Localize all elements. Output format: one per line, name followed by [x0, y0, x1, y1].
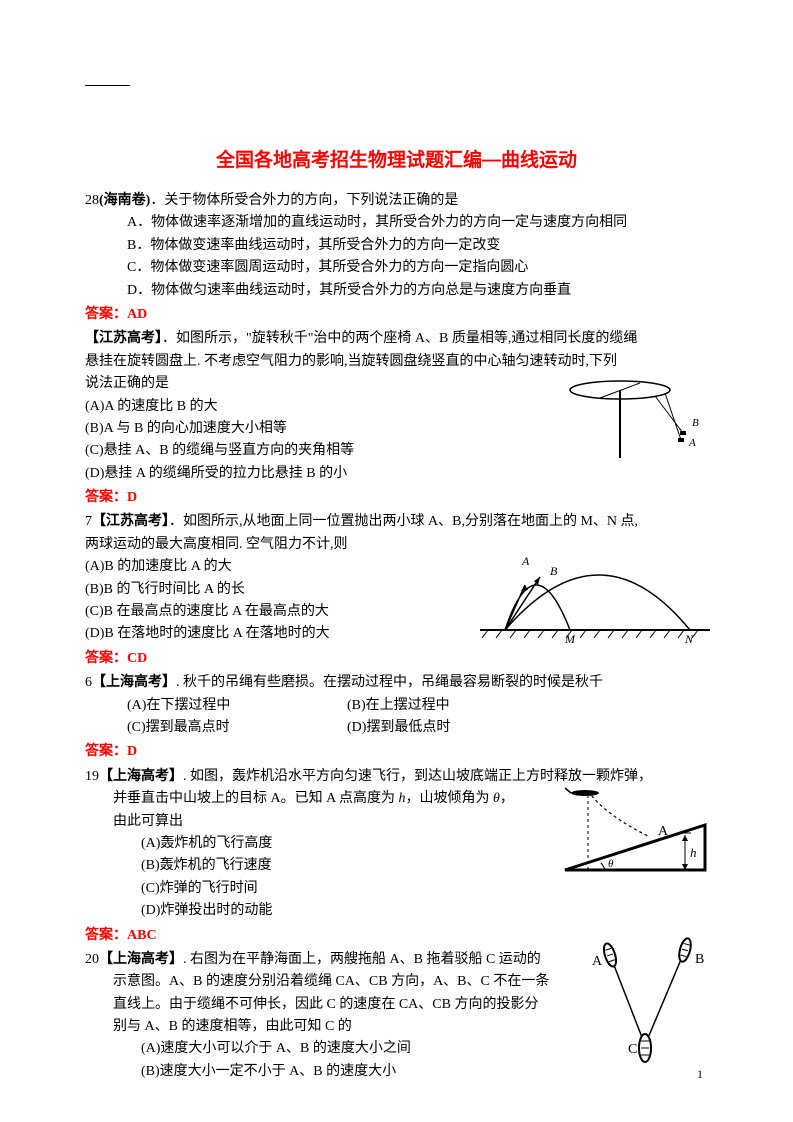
- q20-src: 【上海高考】: [99, 952, 183, 967]
- proj-label-B: B: [550, 564, 558, 578]
- fig-bomber: A h θ: [555, 785, 710, 885]
- fig-towboat: A B C: [590, 935, 710, 1065]
- q19-s4: ，: [500, 791, 514, 806]
- q19-theta: θ: [493, 791, 500, 806]
- q6-optB: (B)在上摆过程中: [347, 695, 450, 717]
- q6-row2: (C)摆到最高点时 (D)摆到最低点时: [85, 717, 708, 739]
- fig-projectile: A B M N: [480, 535, 710, 645]
- qjs1-line1: 【江苏高考】．如图所示，"旋转秋千"治中的两个座椅 A、B 质量相等,通过相同长…: [85, 328, 708, 350]
- towboat-svg: A B C: [590, 935, 710, 1065]
- q7-line1: 7【江苏高考】．如图所示,从地面上同一位置抛出两小球 A、B,分别落在地面上的 …: [85, 511, 708, 533]
- swing-label-A: A: [688, 437, 696, 449]
- q7-answer: 答案：CD: [85, 648, 708, 670]
- projectile-svg: A B M N: [480, 535, 710, 645]
- q6-stem: 6【上海高考】. 秋千的吊绳有些磨损。在摆动过程中，吊绳最容易断裂的时候是秋千: [85, 672, 708, 694]
- q19-optD: (D)炸弹投出时的动能: [85, 900, 708, 922]
- bomber-label-A: A: [658, 824, 669, 839]
- q7-src: 【江苏高考】: [92, 514, 169, 529]
- q28-src: (海南卷): [99, 193, 150, 208]
- q6-optC: (C)摆到最高点时: [127, 717, 347, 739]
- bomber-label-theta: θ: [608, 858, 614, 870]
- q20-s1: . 右图为在平静海面上，两艘拖船 A、B 拖着驳船 C 运动的: [183, 952, 541, 967]
- q7-ans-label: 答案：: [85, 651, 127, 666]
- q28-num: 28: [85, 193, 99, 208]
- q6-optD: (D)摆到最低点时: [347, 717, 450, 739]
- tow-label-A: A: [592, 954, 603, 969]
- tow-label-B: B: [695, 952, 704, 967]
- bomber-svg: A h θ: [555, 785, 710, 885]
- q6-answer: 答案：D: [85, 741, 708, 763]
- q6-ans-label: 答案：: [85, 744, 127, 759]
- fig-swing: B A: [565, 378, 705, 468]
- qjs1-ans: D: [127, 490, 137, 505]
- tow-label-C: C: [628, 1042, 637, 1057]
- q6-num: 6: [85, 675, 92, 690]
- swing-svg: B A: [565, 378, 705, 468]
- swing-label-B: B: [692, 417, 699, 429]
- q19-s1: . 如图，轰炸机沿水平方向匀速飞行，到达山坡底端正上方时释放一颗炸弹，: [183, 769, 652, 784]
- q19-s2: 并垂直击中山坡上的目标 A。已知 A 点高度为: [113, 791, 398, 806]
- qjs1-s1: ．如图所示，"旋转秋千"治中的两个座椅 A、B 质量相等,通过相同长度的缆绳: [162, 331, 637, 346]
- q19-src: 【上海高考】: [99, 769, 183, 784]
- page-title: 全国各地高考招生物理试题汇编—曲线运动: [85, 145, 708, 172]
- q28-stem-text: ．关于物体所受合外力的方向，下列说法正确的是: [150, 193, 458, 208]
- q6-src: 【上海高考】: [92, 675, 176, 690]
- q28-ans: AD: [127, 307, 147, 322]
- qjs1-ans-label: 答案：: [85, 490, 127, 505]
- q28-optA: A．物体做速率逐渐增加的直线运动时，其所受合外力的方向一定与速度方向相同: [85, 212, 708, 234]
- q28-ans-label: 答案：: [85, 307, 127, 322]
- proj-label-A: A: [521, 554, 530, 568]
- proj-label-N: N: [684, 632, 694, 645]
- q7-num: 7: [85, 514, 92, 529]
- page-number: 1: [697, 1067, 703, 1082]
- q28-optC: C．物体做变速率圆周运动时，其所受合外力的方向一定指向圆心: [85, 257, 708, 279]
- q20-num: 20: [85, 952, 99, 967]
- q7-s1: ．如图所示,从地面上同一位置抛出两小球 A、B,分别落在地面上的 M、N 点,: [169, 514, 638, 529]
- q6-row1: (A)在下摆过程中 (B)在上摆过程中: [85, 695, 708, 717]
- bomber-label-h: h: [690, 845, 697, 860]
- qjs1-answer: 答案：D: [85, 487, 708, 509]
- q19-ans: ABC: [127, 928, 157, 943]
- q19-ans-label: 答案：: [85, 928, 127, 943]
- qjs1-line2: 悬挂在旋转圆盘上. 不考虑空气阻力的影响,当旋转圆盘绕竖直的中心轴匀速转动时,下…: [85, 351, 708, 373]
- q7-ans: CD: [127, 651, 147, 666]
- q19-num: 19: [85, 769, 99, 784]
- q19-s3: ，山坡倾角为: [405, 791, 493, 806]
- q28-optB: B．物体做变速率曲线运动时，其所受合外力的方向一定改变: [85, 235, 708, 257]
- q28-optD: D．物体做匀速率曲线运动时，其所受合外力的方向总是与速度方向垂直: [85, 280, 708, 302]
- q28-stem: 28(海南卷)．关于物体所受合外力的方向，下列说法正确的是: [85, 190, 708, 212]
- qjs1-src: 【江苏高考】: [85, 331, 162, 346]
- q6-optA: (A)在下摆过程中: [127, 695, 347, 717]
- q6-s: . 秋千的吊绳有些磨损。在摆动过程中，吊绳最容易断裂的时候是秋千: [176, 675, 603, 690]
- header-underline: [85, 85, 130, 86]
- q28-answer: 答案：AD: [85, 304, 708, 326]
- proj-label-M: M: [564, 632, 576, 645]
- q6-ans: D: [127, 744, 137, 759]
